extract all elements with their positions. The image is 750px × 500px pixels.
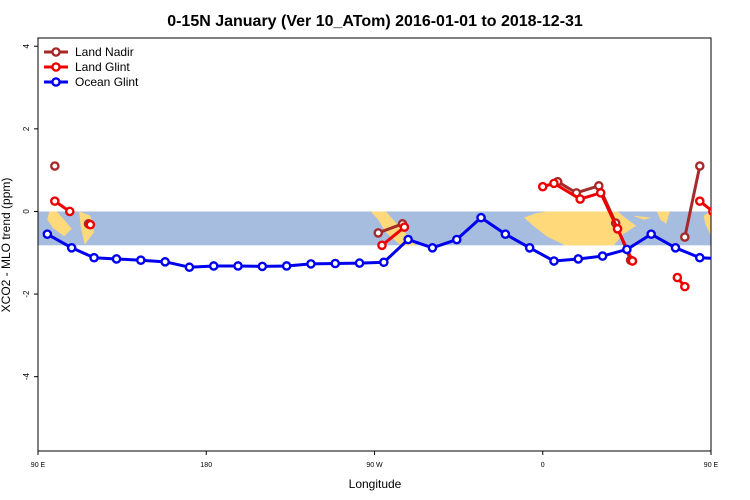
data-point [680,281,690,292]
data-point [354,258,365,268]
series-line [683,165,702,238]
data-point [549,178,559,189]
axes: 4 2 0 -2 -4 90 E 180 90 W 0 90 E [22,43,719,469]
land-patch [632,215,652,220]
data-point [233,261,243,271]
legend-label: Land Nadir [75,45,134,59]
data-point [720,255,727,262]
data-point [670,243,681,253]
x-tick-label: 90 E [31,462,46,469]
data-point [403,234,413,245]
legend-marker [51,77,61,87]
data-point [111,254,122,264]
data-point [646,229,656,239]
legend-marker [51,47,61,57]
data-point [85,219,96,230]
data-point [612,224,623,234]
land-patch [656,211,670,224]
data-point [427,243,438,253]
y-tick-label: 4 [22,43,31,48]
data-point [573,254,584,264]
data-point [476,212,486,223]
x-tick-label: 90 W [366,462,383,469]
data-point [500,229,511,239]
data-point [627,256,638,266]
data-point [694,196,705,206]
x-tick-label: 180 [200,462,212,469]
legend-label: Ocean Glint [75,75,139,89]
data-point [720,220,727,227]
data-point [208,261,219,271]
data-point [379,257,389,268]
y-tick-label: -2 [22,290,31,298]
data-point [708,207,711,216]
data-point [306,259,316,269]
data-point [330,258,341,269]
y-axis-label: XCO2 - MLO trend (ppm) [0,178,13,313]
data-point [257,261,268,272]
land-patch [524,211,637,246]
data-point [399,222,410,232]
land-patch [47,211,72,237]
data-point [524,243,535,253]
legend-marker [51,62,61,72]
x-tick-label: 90 E [704,462,719,469]
data-point [549,256,559,266]
data-point [537,181,548,192]
data-point [451,234,462,245]
series-ocean-glint [42,212,750,273]
x-tick-label: 0 [541,462,545,469]
legend-label: Land Glint [75,60,130,74]
data-point [595,188,606,198]
chart-title: 0-15N January (Ver 10_ATom) 2016-01-01 t… [167,13,583,30]
data-point [597,251,608,261]
data-point [50,196,60,206]
data-point [672,272,683,283]
data-point [694,252,705,263]
data-point [136,255,146,265]
series-land-glint [50,178,711,292]
data-point [575,194,585,204]
data-point [160,257,170,267]
data-point [745,257,750,264]
data-point [89,252,99,263]
data-point [694,161,705,171]
data-point [281,261,292,271]
data-point [66,243,77,253]
data-point [622,244,632,255]
data-point [64,206,75,217]
data-point [680,232,690,242]
series-line [381,225,406,247]
ocean-land-band [38,211,711,246]
y-tick-label: -4 [22,373,31,381]
data-point [50,161,60,171]
data-point [42,229,53,239]
data-point [377,240,387,251]
land-patch [703,211,711,237]
series-lines [42,161,750,292]
y-tick-label: 0 [22,209,31,214]
data-point [373,228,384,238]
y-tick-label: 2 [22,126,31,131]
x-axis-label: Longitude [349,477,402,491]
data-point [184,262,195,273]
